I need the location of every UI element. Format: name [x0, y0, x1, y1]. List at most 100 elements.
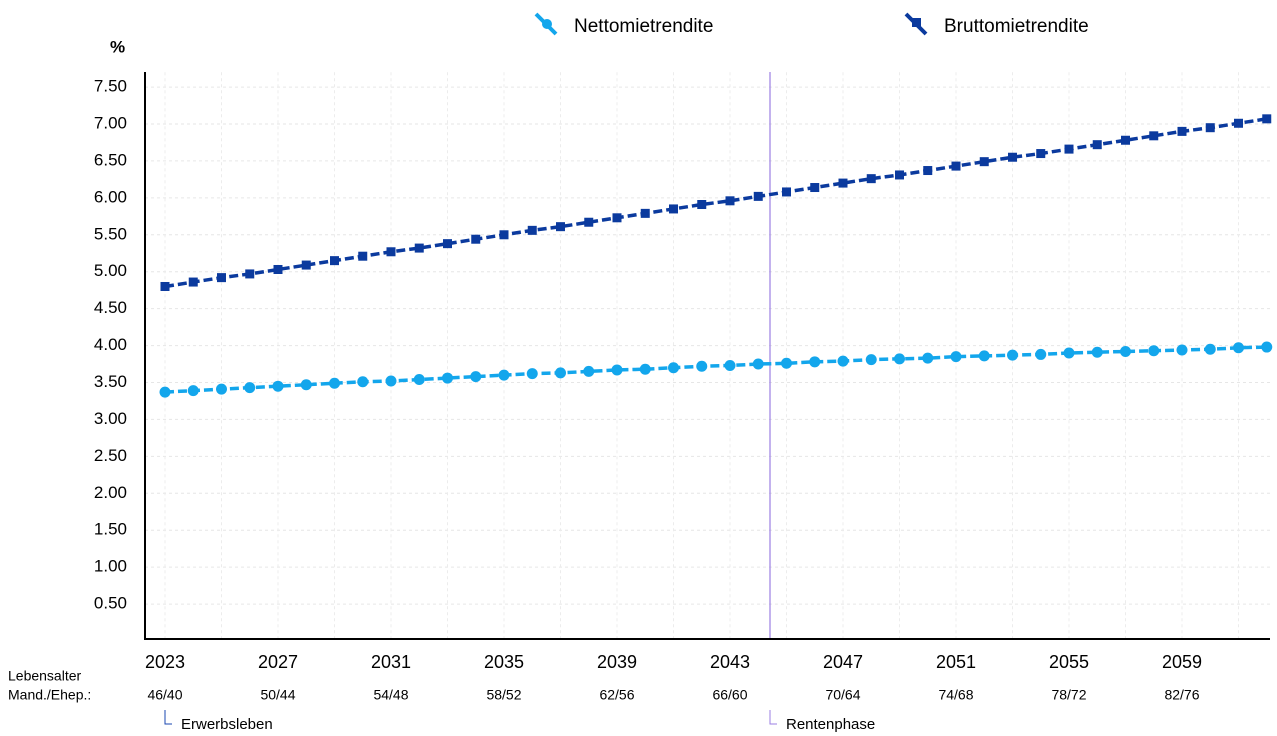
- data-point: [1149, 131, 1159, 141]
- data-point: [527, 225, 537, 235]
- row-label: Lebensalter: [8, 668, 82, 684]
- series-line: [164, 117, 1268, 289]
- y-tick-label: 5.00: [94, 261, 127, 280]
- data-point: [272, 380, 284, 392]
- y-tick-label: 1.50: [94, 520, 127, 539]
- y-axis-label: %: [110, 37, 125, 56]
- age-label: 62/56: [599, 687, 634, 703]
- data-point: [358, 251, 368, 261]
- age-label: 50/44: [260, 687, 295, 703]
- data-point: [1064, 144, 1074, 154]
- age-label: 46/40: [147, 687, 182, 703]
- data-point: [1261, 341, 1273, 353]
- data-point: [413, 374, 425, 386]
- data-point: [1120, 345, 1131, 357]
- data-point: [555, 367, 566, 379]
- data-point: [895, 170, 904, 180]
- x-tick-label: 2047: [823, 652, 863, 672]
- data-point: [696, 360, 708, 372]
- age-label: 66/60: [712, 687, 747, 703]
- row-label: Mand./Ehep.:: [8, 687, 91, 703]
- legend-icon: [912, 18, 921, 27]
- series-line: [164, 345, 1267, 394]
- data-point: [611, 364, 623, 376]
- data-point: [752, 358, 764, 370]
- data-point: [217, 273, 226, 283]
- data-point: [668, 362, 679, 374]
- data-point: [669, 204, 678, 214]
- data-point: [838, 178, 848, 188]
- data-point: [923, 166, 933, 176]
- data-point: [612, 213, 622, 223]
- legend-icon: [542, 19, 552, 29]
- y-tick-label: 0.50: [94, 594, 127, 613]
- age-label: 58/52: [486, 687, 521, 703]
- data-point: [385, 375, 397, 387]
- data-point: [1091, 346, 1103, 358]
- phase-bracket: [769, 710, 777, 725]
- y-tick-label: 5.50: [94, 224, 127, 243]
- data-point: [782, 187, 791, 197]
- x-tick-label: 2043: [710, 652, 750, 672]
- data-point: [160, 281, 170, 291]
- data-point: [639, 363, 651, 375]
- data-point: [1008, 152, 1017, 162]
- data-point: [357, 376, 369, 388]
- x-tick-label: 2035: [484, 652, 524, 672]
- x-tick-label: 2039: [597, 652, 637, 672]
- data-point: [1063, 347, 1075, 359]
- y-tick-label: 4.00: [94, 335, 127, 354]
- data-point: [1035, 348, 1047, 360]
- data-point: [753, 191, 763, 201]
- data-point: [498, 369, 510, 381]
- data-point: [951, 161, 961, 171]
- x-tick-label: 2023: [145, 652, 185, 672]
- data-point: [329, 377, 340, 389]
- y-tick-label: 2.50: [94, 446, 127, 465]
- age-label: 78/72: [1051, 687, 1086, 703]
- data-point: [556, 222, 565, 232]
- x-tick-label: 2031: [371, 652, 411, 672]
- y-tick-label: 4.50: [94, 298, 127, 317]
- x-tick-label: 2059: [1162, 652, 1202, 672]
- data-point: [866, 174, 876, 184]
- phase-label: Erwerbsleben: [181, 716, 273, 733]
- data-point: [273, 264, 283, 274]
- y-tick-label: 3.00: [94, 409, 127, 428]
- phase-bracket: [164, 710, 172, 725]
- data-point: [922, 352, 934, 364]
- data-point: [950, 351, 962, 363]
- data-point: [216, 383, 227, 395]
- data-point: [442, 372, 453, 384]
- x-tick-label: 2027: [258, 652, 298, 672]
- age-label: 70/64: [825, 687, 860, 703]
- data-point: [1007, 349, 1018, 361]
- data-point: [188, 277, 198, 287]
- y-tick-label: 2.00: [94, 483, 127, 502]
- age-label: 82/76: [1164, 687, 1199, 703]
- data-point: [159, 386, 171, 398]
- data-point: [724, 360, 736, 372]
- data-point: [725, 196, 735, 206]
- data-point: [583, 365, 595, 377]
- data-point: [1177, 126, 1187, 136]
- data-point: [1036, 149, 1046, 159]
- data-point: [894, 353, 905, 365]
- data-point: [640, 208, 650, 218]
- data-point: [330, 256, 339, 266]
- data-point: [386, 247, 396, 257]
- data-point: [443, 239, 452, 249]
- data-point: [781, 357, 792, 369]
- data-point: [244, 382, 256, 394]
- y-tick-label: 7.00: [94, 113, 127, 132]
- legend-label: Nettomietrendite: [574, 16, 713, 37]
- data-point: [1233, 342, 1244, 354]
- data-point: [979, 157, 989, 167]
- x-tick-label: 2051: [936, 652, 976, 672]
- y-tick-label: 6.50: [94, 150, 127, 169]
- data-point: [697, 200, 707, 210]
- data-point: [526, 368, 538, 380]
- data-point: [414, 243, 424, 253]
- data-point: [301, 260, 311, 270]
